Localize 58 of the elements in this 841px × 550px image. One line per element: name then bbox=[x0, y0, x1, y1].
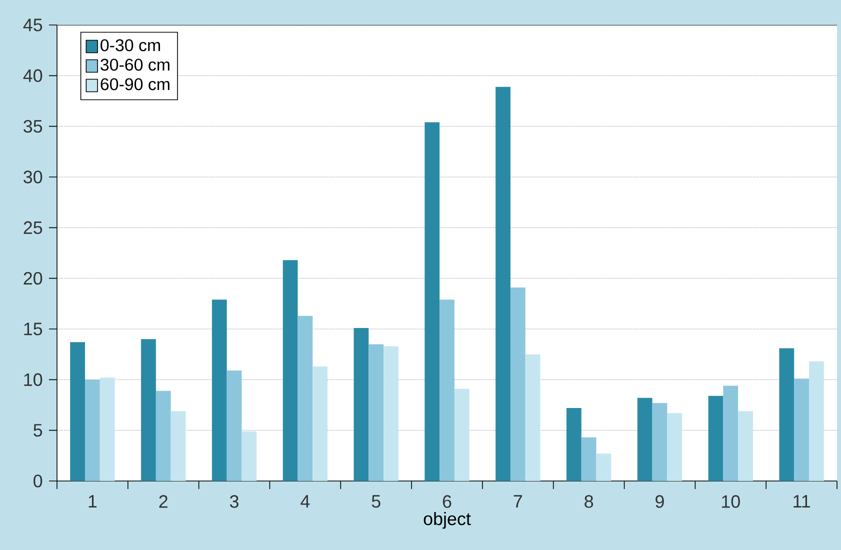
bar bbox=[424, 122, 440, 481]
bar bbox=[581, 437, 596, 481]
x-tick-label: 1 bbox=[88, 495, 97, 508]
y-tick-label: 15 bbox=[24, 322, 42, 336]
bar bbox=[738, 411, 753, 481]
x-tick-label: 10 bbox=[722, 495, 740, 508]
legend-label: 0-30 cm bbox=[100, 39, 160, 52]
bar bbox=[212, 300, 227, 481]
bar bbox=[809, 361, 824, 481]
bar bbox=[242, 431, 257, 481]
bar bbox=[141, 339, 156, 481]
bar bbox=[510, 287, 526, 481]
y-tick-label: 20 bbox=[24, 272, 42, 285]
bar bbox=[298, 316, 313, 481]
bar bbox=[723, 386, 738, 481]
bar bbox=[282, 260, 298, 481]
x-tick-label: 9 bbox=[656, 495, 664, 508]
y-tick-label: 5 bbox=[34, 424, 42, 437]
y-tick-label: 30 bbox=[24, 170, 42, 184]
bar bbox=[70, 342, 86, 481]
bar bbox=[440, 300, 454, 481]
y-tick-label: 35 bbox=[24, 120, 42, 133]
x-tick-label: 2 bbox=[159, 495, 168, 508]
bar bbox=[454, 388, 470, 481]
bar bbox=[566, 408, 582, 481]
y-tick-label: 0 bbox=[34, 474, 42, 488]
bar bbox=[354, 328, 369, 481]
bar bbox=[368, 344, 384, 481]
y-tick-label: 10 bbox=[24, 373, 42, 386]
x-tick-label: 7 bbox=[514, 495, 522, 508]
x-tick-label: 3 bbox=[230, 495, 238, 508]
bar bbox=[596, 454, 612, 481]
bar bbox=[779, 348, 794, 481]
y-tick-label: 25 bbox=[24, 221, 42, 234]
bar bbox=[637, 398, 652, 481]
bar bbox=[170, 411, 186, 481]
bar bbox=[156, 390, 171, 481]
bar bbox=[312, 366, 328, 481]
x-tick-label: 11 bbox=[794, 495, 810, 508]
x-tick-label: 4 bbox=[300, 495, 310, 508]
bar bbox=[496, 86, 510, 481]
x-tick-label: 5 bbox=[372, 495, 380, 508]
bar bbox=[100, 378, 115, 481]
bar bbox=[525, 354, 540, 481]
bar bbox=[226, 370, 242, 481]
x-tick-label: 6 bbox=[442, 495, 452, 508]
x-tick-label: 8 bbox=[584, 495, 594, 508]
bar bbox=[667, 413, 682, 481]
y-tick-label: 40 bbox=[23, 69, 42, 82]
bar bbox=[708, 396, 724, 481]
legend-label: 30-60 cm bbox=[100, 58, 170, 71]
legend-label: 60-90 cm bbox=[100, 78, 170, 90]
x-axis-title: object bbox=[424, 512, 471, 529]
bar bbox=[384, 346, 398, 481]
y-tick-label: 45 bbox=[23, 18, 42, 32]
bar bbox=[652, 402, 668, 481]
bar bbox=[85, 380, 100, 481]
bar bbox=[794, 378, 809, 481]
